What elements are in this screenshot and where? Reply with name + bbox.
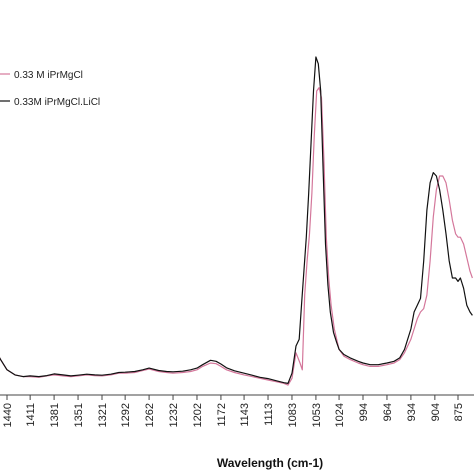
x-tick-label-6: 1262 — [144, 403, 156, 427]
x-tick-label-10: 1143 — [239, 403, 251, 427]
x-tick-label-18: 904 — [430, 403, 442, 421]
series-line-1 — [0, 56, 473, 384]
x-axis-title: Wavelength (cm-1) — [217, 456, 323, 470]
x-tick-label-12: 1083 — [287, 403, 299, 427]
x-tick-label-19: 875 — [453, 403, 465, 421]
x-tick-label-14: 1024 — [334, 403, 346, 427]
legend-label-series-1: 0.33M iPrMgCl.LiCl — [14, 97, 100, 108]
x-tick-label-3: 1351 — [73, 403, 85, 427]
x-axis-ticks — [6, 395, 459, 400]
x-tick-label-13: 1053 — [311, 403, 323, 427]
x-tick-label-0: 1440 — [2, 403, 14, 427]
x-tick-label-2: 1381 — [49, 403, 61, 427]
x-tick-label-4: 1321 — [97, 403, 109, 427]
x-tick-label-1: 1411 — [25, 403, 37, 427]
x-tick-label-5: 1292 — [120, 403, 132, 427]
x-tick-label-9: 1172 — [216, 403, 228, 427]
series-line-0 — [0, 86, 473, 386]
series-layer — [0, 56, 473, 386]
x-tick-label-15: 994 — [358, 403, 370, 421]
x-tick-label-16: 964 — [382, 403, 394, 421]
x-tick-label-7: 1232 — [168, 403, 180, 427]
x-tick-label-17: 934 — [406, 403, 418, 421]
legend: 0.33 M iPrMgCl 0.33M iPrMgCl.LiCl — [0, 70, 100, 108]
x-axis-tick-labels: 1440 1411 1381 1351 1321 1292 1262 1232 1202 1172… — [2, 403, 465, 427]
x-tick-label-8: 1202 — [192, 403, 204, 427]
legend-label-series-0: 0.33 M iPrMgCl — [14, 70, 83, 81]
x-tick-label-11: 1113 — [263, 403, 275, 426]
